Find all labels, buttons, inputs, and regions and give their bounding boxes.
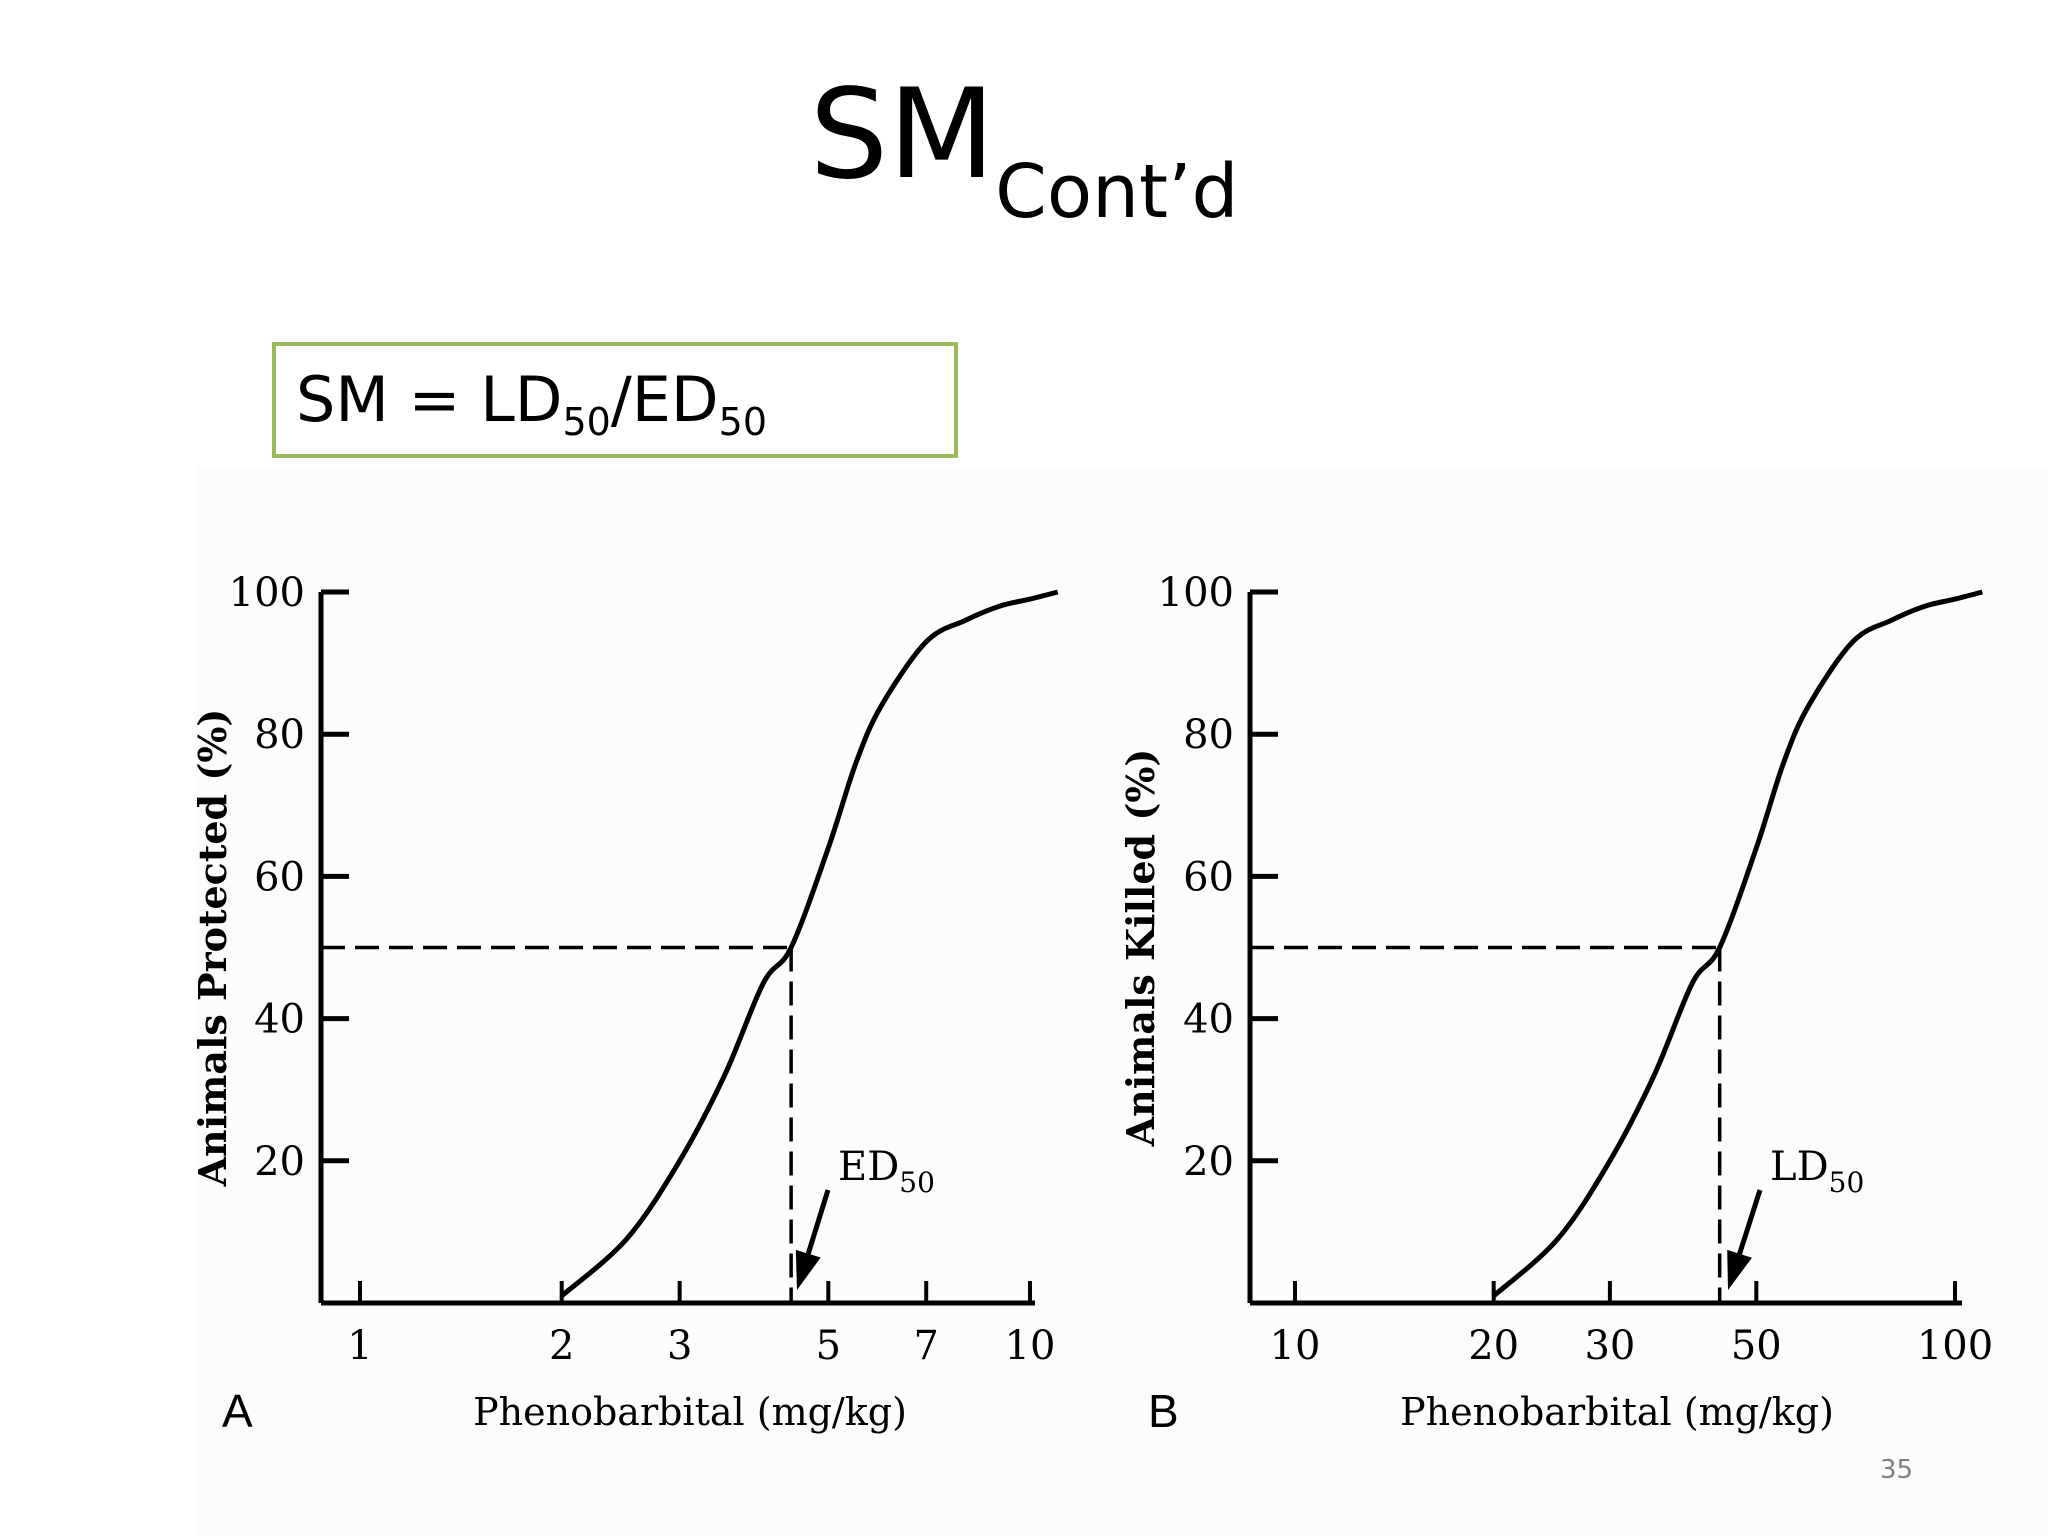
y-tick-label: 20 xyxy=(254,1139,305,1185)
figure-background xyxy=(196,466,2048,1536)
marker-arrow-head xyxy=(1727,1249,1752,1290)
y-tick-label: 100 xyxy=(229,570,305,616)
x-tick-label: 1 xyxy=(347,1323,372,1369)
y-tick-label: 40 xyxy=(1183,997,1234,1043)
panel-label: A xyxy=(222,1385,253,1437)
x-tick-label: 20 xyxy=(1468,1323,1519,1369)
y-tick-label: 20 xyxy=(1183,1139,1234,1185)
x-tick-label: 10 xyxy=(1270,1323,1321,1369)
dose-response-curve xyxy=(560,589,1059,1298)
x-tick-label: 2 xyxy=(549,1323,574,1369)
y-tick-label: 40 xyxy=(254,997,305,1043)
y-tick-label: 60 xyxy=(254,854,305,900)
slide-title: SMCont’d xyxy=(0,60,2048,267)
slide-title-main: SM xyxy=(809,63,996,207)
x-axis-label: Phenobarbital (mg/kg) xyxy=(1400,1390,1834,1434)
marker-label: LD50 xyxy=(1770,1144,1864,1199)
y-tick-label: 100 xyxy=(1158,570,1234,616)
page-number: 35 xyxy=(1880,1455,1914,1485)
panel-label: B xyxy=(1148,1385,1179,1437)
x-axis-label: Phenobarbital (mg/kg) xyxy=(473,1390,907,1434)
x-tick-label: 5 xyxy=(816,1323,841,1369)
marker-arrow-shaft xyxy=(802,1189,831,1266)
x-tick-label: 3 xyxy=(667,1323,692,1369)
y-tick-label: 80 xyxy=(1183,712,1234,758)
slide-title-subscript: Cont’d xyxy=(995,149,1239,235)
formula-sub-2: 50 xyxy=(718,400,768,444)
y-axis-label: Animals Killed (%) xyxy=(1118,749,1163,1148)
formula-mid: /ED xyxy=(610,363,719,436)
marker-label: ED50 xyxy=(838,1144,935,1199)
y-tick-label: 80 xyxy=(254,712,305,758)
x-tick-label: 7 xyxy=(913,1323,938,1369)
x-tick-label: 30 xyxy=(1584,1323,1635,1369)
x-tick-label: 100 xyxy=(1917,1323,1993,1369)
y-tick-label: 60 xyxy=(1183,854,1234,900)
formula-sub-1: 50 xyxy=(562,400,611,444)
marker-arrow-head xyxy=(795,1249,821,1290)
formula-text: SM = LD50/ED50 xyxy=(296,364,767,458)
marker-arrow-shaft xyxy=(1733,1189,1763,1266)
x-tick-label: 10 xyxy=(1005,1323,1056,1369)
formula-lhs: SM = LD xyxy=(296,363,563,436)
y-axis-label: Animals Protected (%) xyxy=(190,709,235,1188)
formula-box: SM = LD50/ED50 xyxy=(272,342,958,458)
x-tick-label: 50 xyxy=(1731,1323,1782,1369)
dose-response-curve xyxy=(1492,589,1983,1298)
